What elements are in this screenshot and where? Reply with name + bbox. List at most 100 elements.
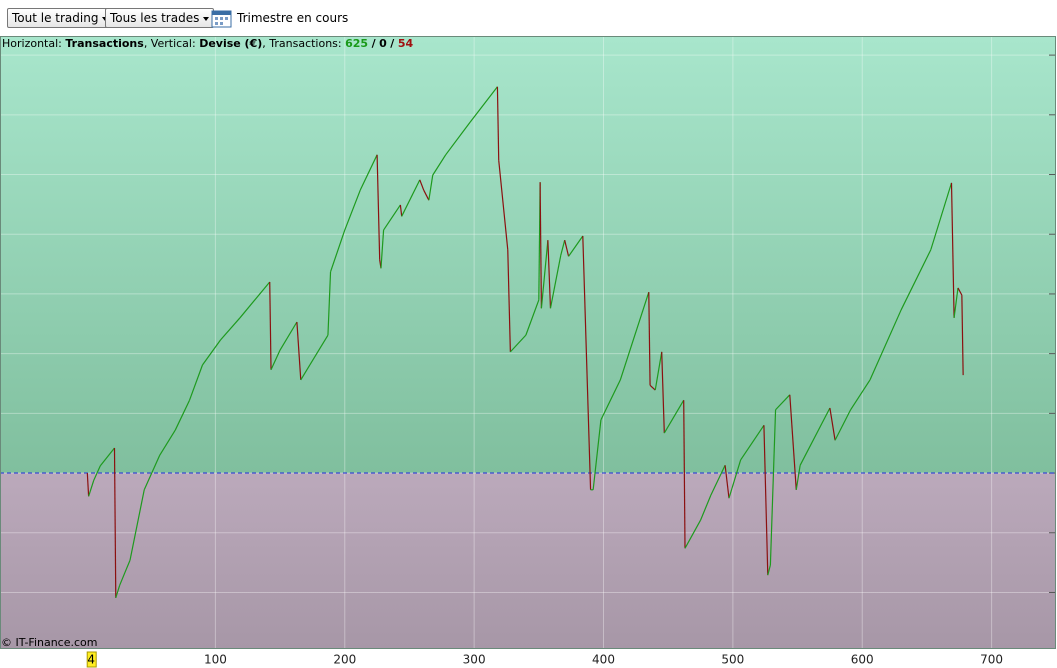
equity-segment — [201, 339, 222, 366]
equity-segment — [728, 459, 742, 499]
period-selector[interactable]: Trimestre en cours — [237, 11, 349, 25]
equity-segment — [309, 334, 329, 366]
equity-segment — [539, 182, 543, 309]
cursor-label: 4 — [87, 653, 95, 667]
calendar-icon[interactable] — [211, 8, 233, 28]
equity-segment — [300, 364, 311, 381]
equity-segment — [428, 175, 434, 201]
info-text: Transactions — [65, 37, 144, 50]
x-tick-label: 200 — [333, 653, 356, 667]
equity-segment — [380, 230, 385, 269]
equity-segment — [663, 399, 685, 434]
info-text: , Vertical: — [143, 37, 196, 50]
win-count: 625 — [345, 37, 369, 50]
equity-segment — [129, 489, 145, 561]
equity-segment — [329, 229, 346, 273]
equity-segment — [119, 560, 131, 586]
dropdown[interactable]: Tout le trading — [7, 8, 114, 28]
equity-segment — [930, 182, 953, 250]
equity-segment — [507, 249, 511, 352]
cursor-box — [86, 651, 97, 668]
equity-segment — [649, 384, 656, 391]
x-tick-label: 100 — [204, 653, 227, 667]
equity-segment — [88, 480, 95, 497]
info-text: , Transactions: — [262, 37, 342, 50]
equity-segment — [419, 179, 425, 191]
equity-segment — [600, 379, 621, 421]
equity-segment — [953, 287, 959, 318]
equity-segment — [99, 447, 115, 467]
equity-segment — [296, 321, 302, 380]
equity-segment — [525, 299, 540, 336]
equity-segment — [564, 240, 570, 257]
equity-segment — [399, 204, 403, 217]
equity-segment — [469, 86, 498, 123]
positive-zone — [0, 36, 1055, 474]
equity-segment — [789, 394, 797, 490]
toolbar: Tout le trading Tous les trades Trimestr… — [0, 0, 1057, 36]
equity-segment — [710, 465, 726, 496]
equity-segment — [86, 473, 90, 497]
dropdown[interactable]: Tous les trades — [105, 8, 215, 28]
equity-segment — [376, 154, 381, 260]
equity-segment — [829, 407, 836, 441]
equity-segment — [143, 454, 161, 491]
equity-segment — [619, 291, 650, 381]
equity-segment — [159, 429, 176, 456]
equity-segment — [683, 400, 686, 549]
equity-segment — [423, 189, 430, 201]
negative-zone — [0, 473, 1055, 648]
equity-segment — [568, 235, 584, 257]
equity-segment — [767, 564, 771, 576]
chart-info: Horizontal: Transactions, Vertical: Devi… — [2, 37, 413, 50]
equity-segment — [769, 409, 777, 566]
info-text: / — [371, 37, 376, 50]
equity-segment — [592, 419, 602, 490]
equity-segment — [549, 255, 562, 309]
equity-segment — [900, 249, 932, 311]
equity-segment — [220, 317, 241, 341]
equity-segment — [401, 179, 421, 217]
equity-segment — [113, 447, 117, 598]
equity-segment — [950, 182, 955, 318]
equity-segment — [174, 399, 191, 431]
equity-segment — [270, 349, 281, 371]
equity-segment — [661, 351, 665, 434]
equity-segment — [445, 121, 471, 156]
equity-segment — [383, 204, 401, 231]
equity-segment — [699, 494, 712, 521]
x-tick-label: 600 — [851, 653, 874, 667]
even-count: 0 — [379, 37, 387, 50]
equity-segment — [740, 424, 765, 461]
equity-segment — [795, 465, 801, 490]
equity-segment — [239, 281, 271, 319]
equity-segment — [775, 394, 791, 411]
x-tick-label: 400 — [592, 653, 615, 667]
equity-segment — [850, 379, 871, 411]
equity-segment — [957, 287, 963, 296]
equity-segment — [834, 409, 852, 441]
equity-segment — [269, 281, 272, 370]
x-tick-label: 700 — [980, 653, 1003, 667]
equity-segment — [327, 271, 332, 336]
equity-segment — [432, 154, 447, 176]
equity-segment — [359, 154, 378, 191]
equity-segment — [654, 351, 663, 391]
equity-segment — [344, 189, 361, 231]
loss-count: 54 — [397, 37, 414, 50]
equity-segment — [869, 309, 902, 381]
footer: © IT-Finance.com — [1, 636, 98, 649]
equity-segment — [498, 160, 509, 250]
info-text: Horizontal: — [2, 37, 62, 50]
info-text: Devise (€) — [199, 37, 263, 50]
plot-border — [0, 36, 1056, 649]
equity-segment — [279, 321, 298, 351]
equity-segment — [560, 240, 566, 256]
equity-segment — [496, 86, 500, 161]
x-tick-label: 500 — [721, 653, 744, 667]
equity-segment — [188, 364, 204, 401]
equity-segment — [763, 425, 769, 576]
equity-segment — [115, 585, 121, 599]
